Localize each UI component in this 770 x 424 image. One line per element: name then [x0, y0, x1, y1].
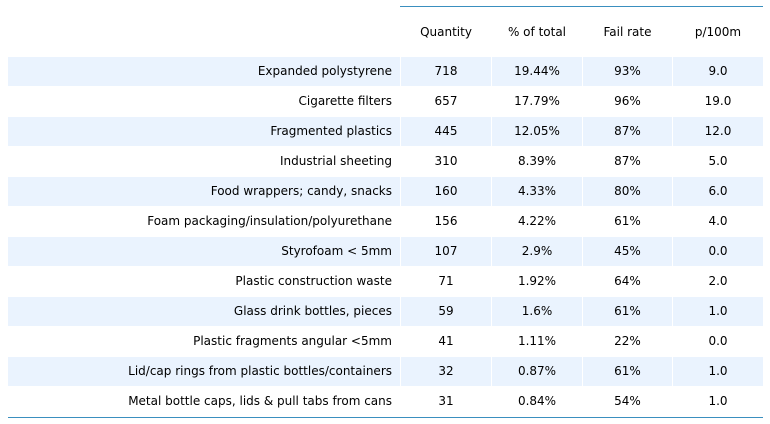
percent-cell: 1.6% — [492, 297, 582, 326]
percent-cell: 1.92% — [517, 274, 557, 288]
column-header-percent-of-total: % of total — [507, 25, 567, 39]
p-per-100m-cell: 2.0 — [708, 274, 728, 288]
quantity-cell: 32 — [401, 357, 491, 386]
row-label: Fragmented plastics — [8, 117, 400, 146]
bottom-rule — [8, 417, 763, 418]
table-row: Food wrappers; candy, snacks 160 4.33% 80% 6… — [8, 177, 763, 207]
fail-rate-cell: 45% — [583, 237, 672, 266]
column-header-quantity: Quantity — [420, 25, 472, 39]
row-label: Glass drink bottles, pieces — [8, 297, 400, 326]
quantity-cell: 718 — [401, 57, 491, 86]
quantity-cell: 156 — [434, 214, 458, 228]
row-label: Plastic fragments angular <5mm — [193, 334, 392, 348]
quantity-cell: 160 — [401, 177, 491, 206]
table-row: Glass drink bottles, pieces 59 1.6% 61% 1.0 — [8, 297, 763, 327]
fail-rate-cell: 80% — [583, 177, 672, 206]
percent-cell: 8.39% — [517, 154, 557, 168]
percent-cell: 4.22% — [517, 214, 557, 228]
fail-rate-cell: 22% — [614, 334, 641, 348]
table-row: Plastic fragments angular <5mm 41 1.11% 22%… — [8, 327, 763, 357]
row-label: Industrial sheeting — [280, 154, 392, 168]
table-row: Expanded polystyrene 718 19.44% 93% 9.0 — [8, 57, 763, 87]
fail-rate-cell: 61% — [583, 297, 672, 326]
table-header: Quantity % of total Fail rate p/100m — [8, 7, 763, 57]
p-per-100m-cell: 0.0 — [708, 334, 728, 348]
table-row: Fragmented plastics 445 12.05% 87% 12.0 — [8, 117, 763, 147]
p-per-100m-cell: 4.0 — [708, 214, 728, 228]
quantity-cell: 41 — [438, 334, 454, 348]
row-label: Lid/cap rings from plastic bottles/conta… — [8, 357, 400, 386]
quantity-cell: 657 — [434, 94, 458, 108]
p-per-100m-cell: 1.0 — [673, 297, 763, 326]
table-row: Foam packaging/insulation/polyurethane 15… — [8, 207, 763, 237]
table-row: Plastic construction waste 71 1.92% 64% 2.0 — [8, 267, 763, 297]
quantity-cell: 59 — [401, 297, 491, 326]
percent-cell: 2.9% — [492, 237, 582, 266]
row-label: Food wrappers; candy, snacks — [8, 177, 400, 206]
fail-rate-cell: 93% — [583, 57, 672, 86]
p-per-100m-cell: 0.0 — [673, 237, 763, 266]
percent-cell: 0.84% — [517, 394, 557, 408]
quantity-cell: 445 — [401, 117, 491, 146]
fail-rate-cell: 87% — [583, 117, 672, 146]
fail-rate-cell: 96% — [614, 94, 641, 108]
fail-rate-cell: 61% — [583, 357, 672, 386]
row-label: Cigarette filters — [298, 94, 392, 108]
p-per-100m-cell: 1.0 — [708, 394, 728, 408]
quantity-cell: 71 — [438, 274, 454, 288]
row-label: Plastic construction waste — [235, 274, 392, 288]
row-label: Foam packaging/insulation/polyurethane — [147, 214, 392, 228]
quantity-cell: 107 — [401, 237, 491, 266]
table-row: Industrial sheeting 310 8.39% 87% 5.0 — [8, 147, 763, 177]
p-per-100m-cell: 19.0 — [704, 94, 732, 108]
table-row: Styrofoam < 5mm 107 2.9% 45% 0.0 — [8, 237, 763, 267]
percent-cell: 1.11% — [517, 334, 557, 348]
quantity-cell: 310 — [434, 154, 458, 168]
fail-rate-cell: 87% — [614, 154, 641, 168]
percent-cell: 4.33% — [492, 177, 582, 206]
quantity-cell: 31 — [438, 394, 454, 408]
p-per-100m-cell: 1.0 — [673, 357, 763, 386]
table-row: Metal bottle caps, lids & pull tabs from… — [8, 387, 763, 417]
p-per-100m-cell: 12.0 — [673, 117, 763, 146]
table-row: Cigarette filters 657 17.79% 96% 19.0 — [8, 87, 763, 117]
p-per-100m-cell: 9.0 — [673, 57, 763, 86]
row-label: Styrofoam < 5mm — [8, 237, 400, 266]
fail-rate-cell: 64% — [614, 274, 641, 288]
row-label: Expanded polystyrene — [8, 57, 400, 86]
p-per-100m-cell: 6.0 — [673, 177, 763, 206]
top-rule — [400, 6, 763, 7]
fail-rate-cell: 54% — [614, 394, 641, 408]
p-per-100m-cell: 5.0 — [708, 154, 728, 168]
column-header-p-per-100m: p/100m — [694, 25, 742, 39]
percent-cell: 0.87% — [492, 357, 582, 386]
percent-cell: 12.05% — [492, 117, 582, 146]
table-row: Lid/cap rings from plastic bottles/conta… — [8, 357, 763, 387]
fail-rate-cell: 61% — [614, 214, 641, 228]
percent-cell: 19.44% — [492, 57, 582, 86]
percent-cell: 17.79% — [514, 94, 560, 108]
column-header-fail-rate: Fail rate — [603, 25, 652, 39]
row-label: Metal bottle caps, lids & pull tabs from… — [128, 394, 392, 408]
